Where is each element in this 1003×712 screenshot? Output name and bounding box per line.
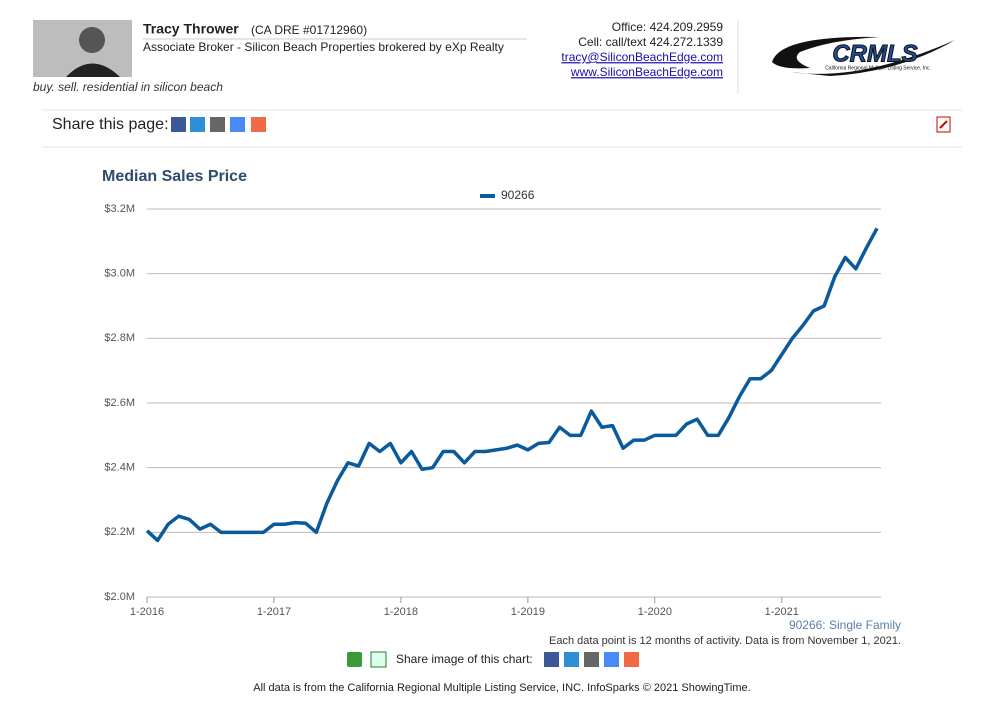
facebook-icon[interactable] bbox=[171, 117, 186, 132]
photo-figure-body bbox=[66, 63, 120, 77]
logo-text: CRMLS bbox=[832, 40, 917, 67]
contact-cell: Cell: call/text 424.272.1339 bbox=[578, 35, 723, 49]
logo-swoosh-lower bbox=[790, 40, 955, 76]
series-line bbox=[145, 227, 879, 543]
y-tick-label: $3.2M bbox=[104, 203, 135, 215]
email-link[interactable]: tracy@SiliconBeachEdge.com bbox=[561, 50, 723, 64]
chart-title: Median Sales Price bbox=[102, 168, 247, 185]
y-tick-label: $2.6M bbox=[104, 397, 135, 409]
more-icon[interactable] bbox=[251, 117, 266, 132]
x-tick-label: 1-2021 bbox=[765, 606, 799, 618]
chart-footnote: 90266: Single Family bbox=[789, 618, 901, 632]
y-tick-label: $2.4M bbox=[104, 462, 135, 474]
logo-swoosh bbox=[772, 36, 880, 69]
chart: $2.0M $2.2M $2.4M $2.6M $2.8M $3.0M $3.2M 1-201… bbox=[104, 188, 881, 618]
chart-footnote: Each data point is 12 months of activity… bbox=[549, 635, 901, 647]
share-image-label: Share image of this chart: bbox=[396, 652, 533, 666]
x-tick-label: 1-2019 bbox=[511, 606, 545, 618]
email-icon[interactable] bbox=[210, 117, 225, 132]
y-tick-label: $2.0M bbox=[104, 591, 135, 603]
x-tick-label: 1-2020 bbox=[638, 606, 672, 618]
tagline: buy. sell. residential in silicon beach bbox=[33, 80, 223, 94]
facebook-icon[interactable] bbox=[544, 652, 559, 667]
agent-role: Associate Broker - Silicon Beach Propert… bbox=[143, 40, 504, 54]
twitter-icon[interactable] bbox=[190, 117, 205, 132]
logo-subtitle: California Regional Multiple Listing Ser… bbox=[825, 65, 931, 71]
agent-name: Tracy Thrower bbox=[143, 21, 239, 37]
share-icon[interactable] bbox=[347, 652, 362, 667]
more-icon[interactable] bbox=[624, 652, 639, 667]
excel-icon[interactable] bbox=[370, 651, 387, 668]
legend-label: 90266 bbox=[501, 188, 535, 202]
x-tick-label: 1-2018 bbox=[384, 606, 418, 618]
y-tick-label: $2.8M bbox=[104, 332, 135, 344]
twitter-icon[interactable] bbox=[564, 652, 579, 667]
x-tick-label: 1-2017 bbox=[257, 606, 291, 618]
pdf-icon-mark bbox=[939, 120, 948, 129]
photo-figure bbox=[79, 27, 105, 53]
share-page-label: Share this page: bbox=[52, 116, 169, 133]
y-tick-label: $2.2M bbox=[104, 526, 135, 538]
website-link[interactable]: www.SiliconBeachEdge.com bbox=[570, 65, 723, 79]
footer: All data is from the California Regional… bbox=[253, 682, 750, 694]
agent-license: (CA DRE #01712960) bbox=[251, 23, 367, 37]
contact-office: Office: 424.209.2959 bbox=[612, 20, 724, 34]
y-tick-label: $3.0M bbox=[104, 268, 135, 280]
google-icon[interactable] bbox=[604, 652, 619, 667]
email-icon[interactable] bbox=[584, 652, 599, 667]
google-icon[interactable] bbox=[230, 117, 245, 132]
x-tick-label: 1-2016 bbox=[130, 606, 164, 618]
